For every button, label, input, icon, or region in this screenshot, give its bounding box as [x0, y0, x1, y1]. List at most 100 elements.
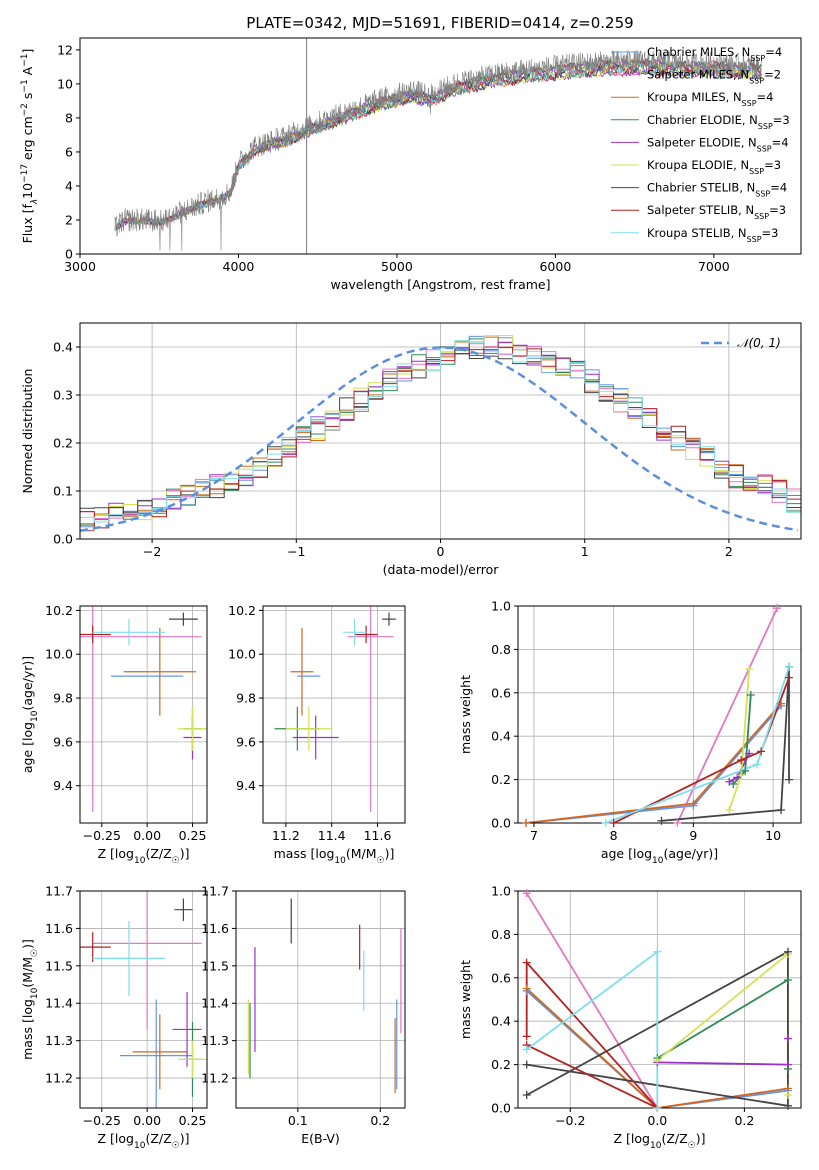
x-tick-label: −1: [287, 544, 305, 559]
y-axis-label: mass [log10(M/M☉)]: [20, 939, 40, 1060]
errorbar-point: [92, 920, 166, 996]
x-tick-label: 11.4: [318, 828, 346, 843]
x-tick-label: 0.2: [370, 1113, 390, 1128]
panel-residuals: −2 −1 0 1 2 0.0 0.1 0.2 0.3 0.4 (data-model)/error…: [20, 322, 802, 577]
y-axis-label: Flux [fλ10−17 erg cm−2 s−1 A−1]: [20, 49, 40, 244]
x-tick-label: 11.6: [364, 828, 392, 843]
errorbar-point: [177, 1040, 207, 1079]
weight-marker: [777, 699, 786, 708]
y-tick-label: 11.7: [201, 884, 229, 899]
axes-frame: [235, 890, 406, 1109]
errorbar-point: [132, 1014, 188, 1090]
y-tick-label: 0.4: [491, 729, 511, 744]
errorbar-point: [177, 706, 207, 751]
legend-label: Salpeter MILES, NSSP=2: [647, 68, 781, 86]
weight-marker: [653, 1104, 662, 1112]
weight-marker: [522, 1032, 531, 1041]
errorbar-point: [172, 992, 202, 1067]
y-tick-label: 0.6: [491, 685, 511, 700]
x-axis-label: (data-model)/error: [383, 562, 500, 577]
errorbar-point: [382, 612, 396, 626]
y-tick-label: 11.3: [45, 1033, 73, 1048]
plot-area: [80, 606, 207, 813]
errorbar-point: [292, 715, 339, 760]
y-tick-label: 0.2: [491, 772, 511, 787]
y-tick-label: 12: [57, 42, 73, 57]
weight-marker: [757, 747, 766, 756]
weight-marker: [785, 662, 794, 671]
y-tick-label: 10.2: [228, 603, 256, 618]
weight-marker: [783, 1060, 792, 1069]
plot-area: [80, 891, 207, 1108]
y-tick-label: 11.2: [45, 1071, 73, 1086]
y-axis-label: mass weight: [458, 675, 473, 754]
axes-frame: [79, 37, 802, 255]
y-tick-label: 10.2: [45, 603, 73, 618]
weight-marker: [745, 664, 754, 673]
weight-marker: [689, 799, 698, 808]
legend-label: 𝒩(0, 1): [737, 336, 781, 350]
axes-frame: [262, 605, 406, 824]
x-tick-label: 11.2: [272, 828, 300, 843]
x-tick-label: 0.00: [133, 1113, 161, 1128]
axes-frame: [517, 605, 802, 824]
weight-marker: [783, 947, 792, 956]
plot-area: [247, 898, 402, 1094]
y-tick-label: 0.2: [53, 436, 73, 451]
panel-z-weight: −0.2 0.0 0.2 0.0 0.2 0.4 0.6 0.8 1.0 Z [log10(Z/Z…: [458, 884, 802, 1151]
y-tick-label: 0.2: [491, 1057, 511, 1072]
x-tick-label: 0.1: [288, 1113, 308, 1128]
y-tick-label: 11.4: [45, 996, 73, 1011]
weight-marker: [601, 819, 610, 827]
weight-marker: [653, 947, 662, 956]
x-axis-label: E(B-V): [301, 1131, 340, 1146]
histogram-step: [80, 340, 801, 523]
y-tick-label: 11.4: [201, 996, 229, 1011]
errorbar-point: [92, 619, 166, 646]
x-axis-label: Z [log10(Z/Z☉)]: [98, 846, 190, 866]
errorbar-point: [80, 932, 111, 963]
weight-marker: [737, 756, 746, 765]
x-tick-label: −2: [143, 544, 161, 559]
y-tick-label: 11.6: [45, 921, 73, 936]
weight-line: [526, 987, 789, 1108]
weight-line: [657, 1038, 789, 1066]
x-tick-label: 0.25: [179, 1113, 207, 1128]
x-tick-label: 3000: [64, 259, 96, 274]
weight-marker: [783, 1090, 792, 1099]
weight-marker: [745, 749, 754, 758]
legend-label: Kroupa STELIB, NSSP=3: [647, 226, 778, 244]
weight-marker: [657, 816, 666, 825]
y-tick-label: 0.4: [491, 1014, 511, 1029]
weight-marker: [783, 1034, 792, 1043]
weight-marker: [783, 1101, 792, 1110]
weight-marker: [522, 1090, 531, 1099]
y-tick-label: 9.6: [236, 734, 256, 749]
y-tick-label: 9.8: [53, 691, 73, 706]
weight-marker: [522, 1045, 531, 1054]
weight-line: [656, 978, 789, 1069]
weight-line: [526, 990, 789, 1108]
errorbar-point: [354, 625, 378, 644]
errorbar-point: [123, 627, 197, 716]
weight-marker: [746, 690, 755, 699]
errorbar-point: [168, 612, 198, 626]
y-tick-label: 11.5: [201, 958, 229, 973]
weight-marker: [521, 819, 530, 827]
x-tick-label: 7: [530, 828, 538, 843]
weight-marker: [785, 775, 794, 784]
x-tick-label: 10: [765, 828, 781, 843]
x-tick-label: 8: [610, 828, 618, 843]
y-tick-label: 11.2: [201, 1071, 229, 1086]
y-tick-label: 6: [65, 144, 73, 159]
weight-marker: [753, 760, 762, 769]
y-tick-label: 9.8: [236, 691, 256, 706]
x-tick-label: 6000: [539, 259, 571, 274]
axes-frame: [79, 605, 208, 824]
panel-z-mass: −0.25 0.00 0.25 11.2 11.3 11.4 11.5 11.6 11.7 Z […: [20, 884, 208, 1151]
y-tick-label: 11.7: [45, 884, 73, 899]
weight-marker: [725, 805, 734, 814]
data-spectrum: [114, 50, 762, 251]
x-tick-label: 0.2: [734, 1113, 754, 1128]
